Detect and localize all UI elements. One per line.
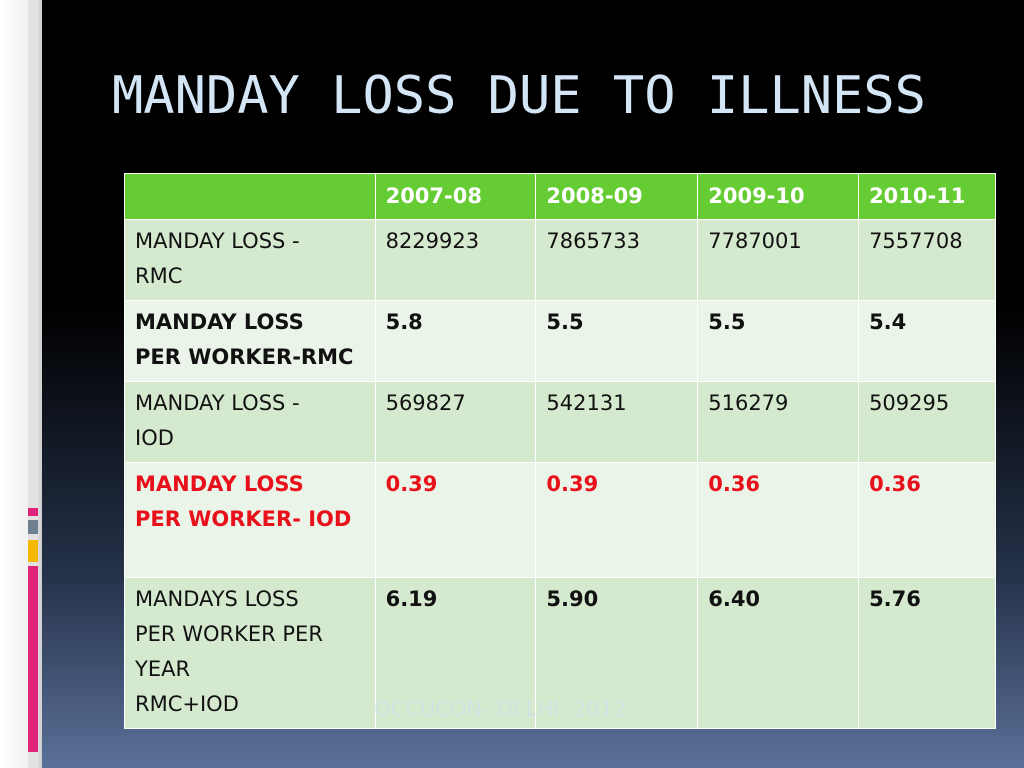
- accent: [28, 508, 38, 516]
- header-cell: 2008-09: [535, 173, 699, 220]
- row-label: MANDAY LOSS PER WORKER- IOD: [124, 462, 376, 578]
- row-label: MANDAYS LOSS PER WORKER PER YEAR RMC+IOD: [124, 577, 376, 729]
- cell: 516279: [697, 381, 860, 463]
- cell: 0.39: [374, 462, 537, 578]
- cell: 5.5: [697, 300, 860, 382]
- cell: 509295: [858, 381, 996, 463]
- side-rail: [28, 0, 38, 768]
- header-row: 2007-08 2008-09 2009-10 2010-11: [124, 173, 996, 220]
- cell: 0.36: [858, 462, 996, 578]
- row: MANDAY LOSS PER WORKER- IOD 0.39 0.39 0.…: [124, 462, 996, 578]
- row-label: MANDAY LOSS - RMC: [124, 219, 376, 301]
- data-table: 2007-08 2008-09 2009-10 2010-11 MANDAY L…: [124, 173, 996, 729]
- cell: 7787001: [697, 219, 860, 301]
- row: MANDAY LOSS - IOD 569827 542131 516279 5…: [124, 381, 996, 463]
- row: MANDAYS LOSS PER WORKER PER YEAR RMC+IOD…: [124, 577, 996, 729]
- row: MANDAY LOSS PER WORKER-RMC 5.8 5.5 5.5 5…: [124, 300, 996, 382]
- cell: 5.8: [374, 300, 537, 382]
- cell: 7557708: [858, 219, 996, 301]
- cell: 0.36: [697, 462, 860, 578]
- cell: 569827: [374, 381, 537, 463]
- cell: 5.5: [535, 300, 699, 382]
- header-cell: [124, 173, 376, 220]
- accent: [28, 566, 38, 752]
- cell: 6.19: [374, 577, 537, 729]
- accent: [28, 540, 38, 562]
- row-label: MANDAY LOSS PER WORKER-RMC: [124, 300, 376, 382]
- header-cell: 2009-10: [697, 173, 860, 220]
- footer: OCCUCON- DELHI 2012: [374, 697, 627, 721]
- cell: 6.40: [697, 577, 860, 729]
- cell: 7865733: [535, 219, 699, 301]
- cell: 5.90: [535, 577, 699, 729]
- row: MANDAY LOSS - RMC 8229923 7865733 778700…: [124, 219, 996, 301]
- header-cell: 2010-11: [858, 173, 996, 220]
- header-cell: 2007-08: [374, 173, 537, 220]
- slide-title: MANDAY LOSS DUE TO ILLNESS: [112, 66, 926, 126]
- cell: 542131: [535, 381, 699, 463]
- cell: 5.4: [858, 300, 996, 382]
- row-label: MANDAY LOSS - IOD: [124, 381, 376, 463]
- accent: [28, 520, 38, 534]
- cell: 5.76: [858, 577, 996, 729]
- cell: 0.39: [535, 462, 699, 578]
- cell: 8229923: [374, 219, 537, 301]
